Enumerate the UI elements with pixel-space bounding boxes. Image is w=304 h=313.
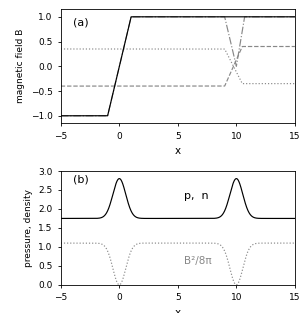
X-axis label: x: x xyxy=(175,308,181,313)
Y-axis label: magnetic field B: magnetic field B xyxy=(16,29,25,104)
X-axis label: x: x xyxy=(175,146,181,156)
Text: p,  n: p, n xyxy=(184,192,208,202)
Text: (a): (a) xyxy=(72,17,88,27)
Text: (b): (b) xyxy=(72,174,88,184)
Y-axis label: pressure, density: pressure, density xyxy=(23,189,33,267)
Text: B²/8π: B²/8π xyxy=(184,256,211,266)
